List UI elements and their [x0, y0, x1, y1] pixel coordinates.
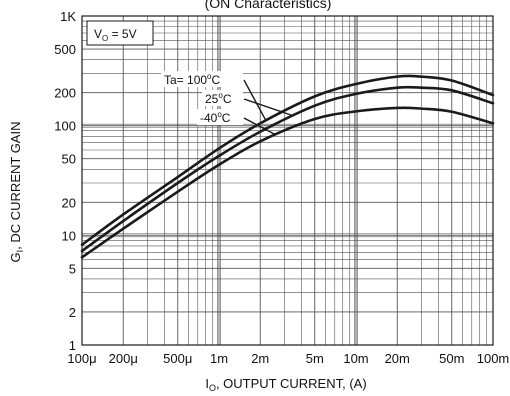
series-label-background: [161, 71, 243, 87]
x-tick-label: 2m: [251, 351, 269, 366]
x-tick-label: 20m: [385, 351, 410, 366]
x-tick-label: 500μ: [163, 351, 192, 366]
series-label-unit: C: [223, 92, 232, 106]
series-line-100c: [80, 74, 495, 247]
series-label-leader: [243, 117, 277, 136]
y-tick-labels: 1 2 5 10 20 50 100 200 500 1K: [54, 9, 76, 353]
y-axis-label-sub: I: [15, 250, 25, 253]
series-label-unit: C: [222, 111, 231, 125]
y-tick-label: 50: [62, 152, 76, 167]
series-label-leader: [243, 98, 294, 117]
series-line-25c: [80, 85, 495, 253]
series-label: -40oC: [200, 110, 231, 125]
series-label-unit: C: [212, 73, 221, 87]
x-axis-label: IO, OUTPUT CURRENT, (A): [205, 376, 366, 393]
x-tick-label: 5m: [306, 351, 324, 366]
series-lines: [80, 74, 495, 259]
x-tick-label: 10m: [343, 351, 368, 366]
series-label-main: -40: [200, 111, 218, 125]
x-tick-label: 1m: [210, 351, 228, 366]
series-label-main: Ta= 100: [164, 73, 207, 87]
series-label: 25oC: [205, 91, 232, 106]
x-axis-label-rest: , OUTPUT CURRENT, (A): [216, 376, 367, 391]
condition-rest: = 5V: [108, 27, 136, 41]
condition-main: V: [94, 27, 102, 41]
y-axis-label-rest: , DC CURRENT GAIN: [8, 122, 23, 250]
x-tick-label: 100m: [477, 351, 510, 366]
y-tick-label: 1: [69, 338, 76, 353]
chart-title: (ON Characteristics): [205, 0, 332, 11]
series-line-minus40c: [80, 106, 495, 259]
grid-lines: [81, 16, 493, 346]
x-tick-label: 100μ: [67, 351, 96, 366]
y-tick-label: 100: [54, 119, 76, 134]
plot-area-frame: [81, 15, 494, 346]
series-label-leader: [243, 79, 267, 121]
y-tick-label: 200: [54, 86, 76, 101]
x-tick-labels: 100μ 200μ 500μ 1m 2m 5m 10m 20m 50m 100m: [67, 351, 509, 366]
x-axis-label-main: I: [205, 376, 209, 391]
condition-sub: O: [102, 34, 108, 43]
series-label-main: 25: [205, 92, 219, 106]
series-label-background: [197, 109, 243, 125]
y-tick-label: 1K: [60, 9, 76, 24]
y-axis-label-main: G: [8, 252, 23, 262]
x-tick-label: 50m: [439, 351, 464, 366]
y-tick-label: 2: [69, 305, 76, 320]
y-tick-label: 500: [54, 42, 76, 57]
y-tick-label: 5: [69, 261, 76, 276]
x-tick-label: 200μ: [109, 351, 138, 366]
series-label-background: [202, 90, 243, 106]
series-label-degree: o: [207, 72, 212, 81]
condition-box: VO = 5V: [86, 20, 154, 46]
y-tick-label: 20: [62, 195, 76, 210]
condition-label: VO = 5V: [94, 27, 137, 43]
x-axis-label-sub: O: [209, 383, 216, 393]
series-label-degree: o: [218, 91, 223, 100]
y-tick-label: 10: [62, 228, 76, 243]
series-label: Ta= 100oC: [164, 72, 221, 87]
series-label-degree: o: [217, 110, 222, 119]
y-axis-label: GI, DC CURRENT GAIN: [8, 122, 25, 263]
condition-box-frame: [86, 20, 154, 46]
